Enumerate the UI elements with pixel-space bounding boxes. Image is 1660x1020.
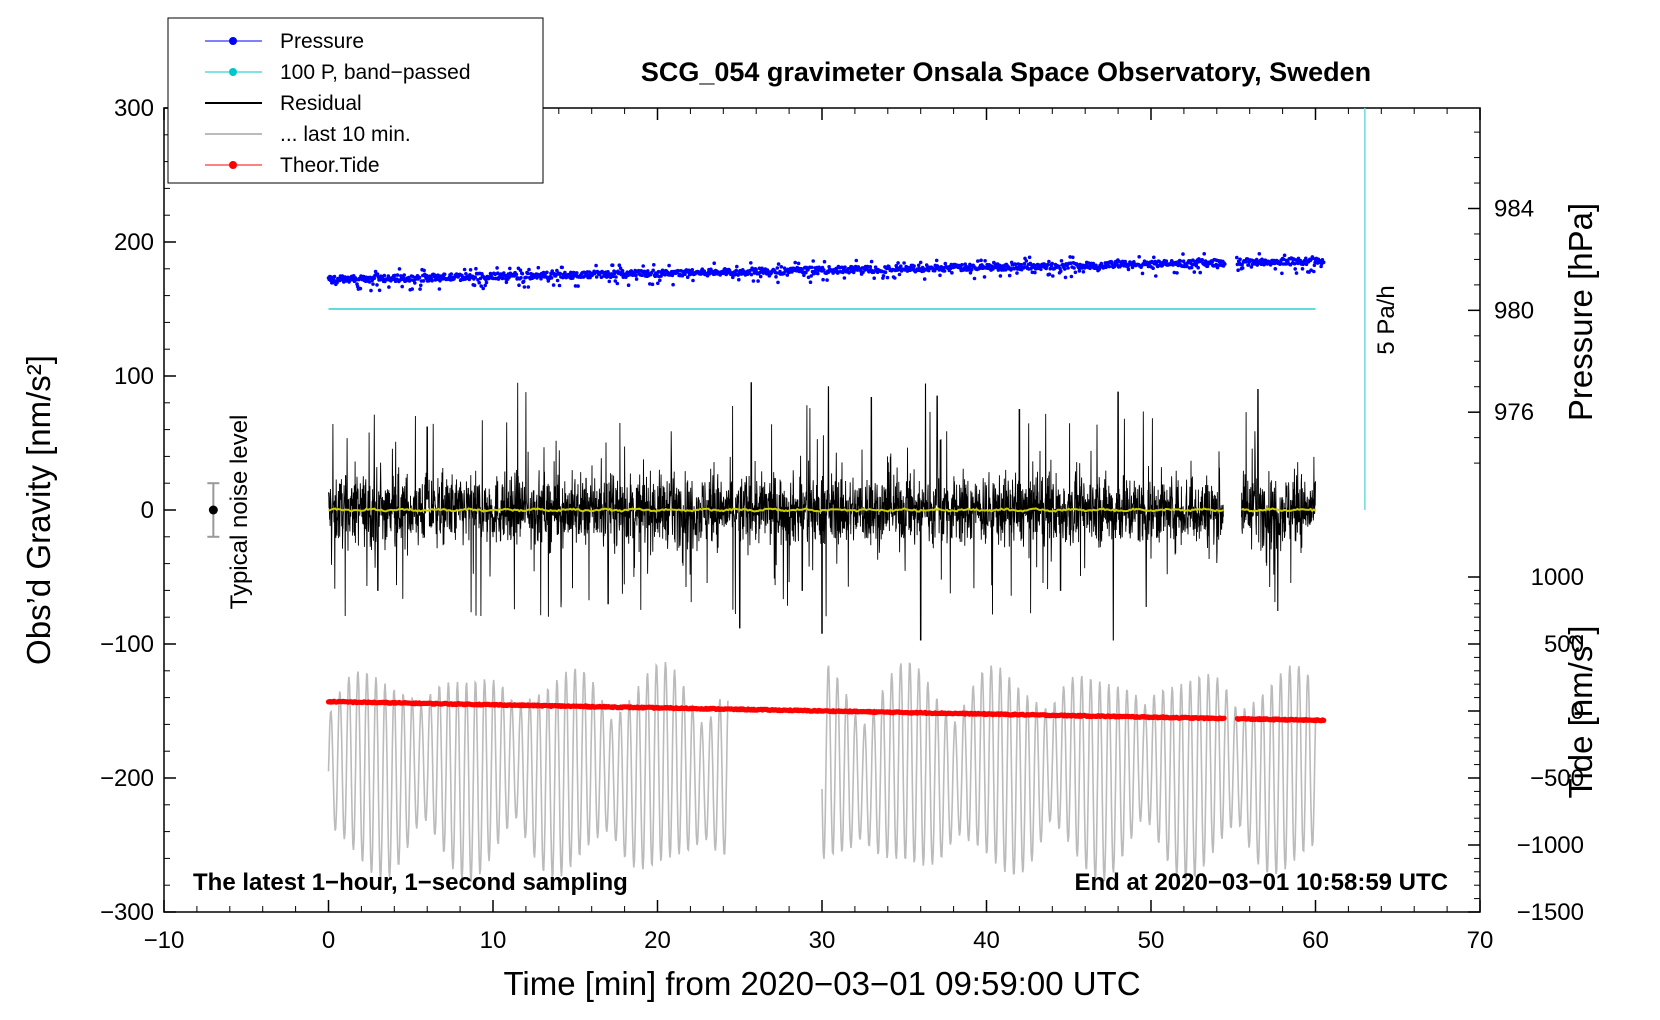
series-last-10-min-segment [821, 662, 1317, 882]
series-residual-smoothed [328, 507, 1317, 513]
series-pressure [326, 252, 1326, 293]
y-tick-label: −200 [100, 765, 154, 792]
x-tick-label: 50 [1138, 927, 1165, 954]
noise-level-label: Typical noise level [226, 415, 253, 610]
legend-item: 100 P, band−passed [205, 61, 471, 84]
series-theor-tide [325, 698, 1327, 724]
series-layer [325, 252, 1327, 883]
legend: Pressure 100 P, band−passed Residual ... la… [167, 17, 544, 184]
y-tick-label: 100 [114, 363, 154, 390]
rate-label: 5 Pa/h [1373, 285, 1400, 354]
legend-item: ... last 10 min. [205, 123, 411, 146]
pressure-tick-label: 980 [1494, 297, 1534, 324]
legend-swatch-marker [229, 37, 237, 45]
tide-tick-label: −500 [1530, 765, 1584, 792]
legend-label: Theor.Tide [280, 154, 380, 177]
tide-tick-label: 1000 [1531, 564, 1584, 591]
pressure-tick-label: 984 [1494, 196, 1534, 223]
y-axis-label-tide: Tide [nm/s²] [1562, 626, 1599, 799]
x-tick-label: 0 [322, 927, 335, 954]
x-tick-label: 10 [480, 927, 507, 954]
y-axis-label-pressure: Pressure [hPa] [1562, 203, 1599, 421]
annotation-sampling: The latest 1−hour, 1−second sampling [193, 869, 628, 896]
legend-item: Residual [205, 92, 362, 115]
y-tick-label: 300 [114, 95, 154, 122]
legend-item: Pressure [205, 30, 364, 53]
x-tick-label: 30 [809, 927, 836, 954]
x-tick-label: −10 [144, 927, 185, 954]
y-tick-label: 200 [114, 229, 154, 256]
series-residual [328, 382, 1316, 641]
pressure-tick-label: 976 [1494, 399, 1534, 426]
y-tick-label: −100 [100, 631, 154, 658]
noise-bar-center-dot [208, 505, 218, 515]
legend-label: 100 P, band−passed [280, 61, 471, 84]
noise-level-indicator: Typical noise level [207, 415, 253, 610]
tide-tick-label: −1500 [1517, 899, 1584, 926]
legend-item: Theor.Tide [205, 154, 380, 177]
legend-box [167, 17, 544, 184]
legend-label: Pressure [280, 30, 364, 53]
ticks-layer: −10 0 10 20 30 40 50 60 703002001000−100−200−300… [100, 95, 1584, 954]
tide-tick-label: 0 [1571, 698, 1584, 725]
series-theor-tide-points [325, 698, 1327, 724]
y-tick-label: −300 [100, 899, 154, 926]
series-pressure-points [326, 252, 1326, 293]
x-tick-label: 20 [644, 927, 671, 954]
y-axis-label-left: Obs’d Gravity [nm/s²] [20, 355, 57, 665]
x-tick-label: 40 [973, 927, 1000, 954]
chart-title: SCG_054 gravimeter Onsala Space Observat… [641, 57, 1371, 87]
tide-tick-label: −1000 [1517, 832, 1584, 859]
legend-swatch-marker [229, 161, 237, 169]
series-last-10-min-segment [327, 662, 729, 883]
legend-swatch-marker [229, 68, 237, 76]
x-tick-label: 70 [1467, 927, 1494, 954]
tide-tick-label: 500 [1544, 631, 1584, 658]
y-tick-label: 0 [141, 497, 154, 524]
legend-label: ... last 10 min. [280, 123, 411, 146]
annotation-end-time: End at 2020−03−01 10:58:59 UTC [1074, 869, 1448, 896]
x-axis-label: Time [min] from 2020−03−01 09:59:00 UTC [503, 965, 1140, 1002]
series-last-10-min [327, 662, 1317, 883]
x-tick-label: 60 [1302, 927, 1329, 954]
legend-label: Residual [280, 92, 362, 115]
